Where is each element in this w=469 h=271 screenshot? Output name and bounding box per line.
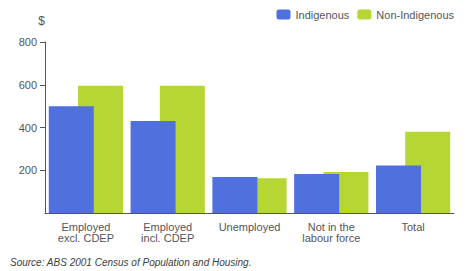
svg-text:Employed: Employed [143,220,193,233]
svg-text:$: $ [38,14,45,28]
svg-text:excl. CDEP: excl. CDEP [58,232,114,244]
svg-text:Not in the: Not in the [307,220,355,233]
svg-text:Total: Total [401,221,424,233]
svg-text:400: 400 [19,122,37,134]
svg-text:labour force: labour force [302,232,360,244]
svg-text:Source: ABS 2001 Census of Pop: Source: ABS 2001 Census of Population an… [10,257,251,268]
svg-text:Employed: Employed [61,220,111,233]
svg-text:200: 200 [19,164,37,176]
svg-text:800: 800 [19,36,37,48]
svg-text:Unemployed: Unemployed [219,221,281,233]
svg-text:incl. CDEP: incl. CDEP [141,232,194,244]
svg-text:600: 600 [19,79,37,91]
svg-text:Indigenous: Indigenous [296,9,350,21]
svg-text:Non-Indigenous: Non-Indigenous [376,9,454,21]
